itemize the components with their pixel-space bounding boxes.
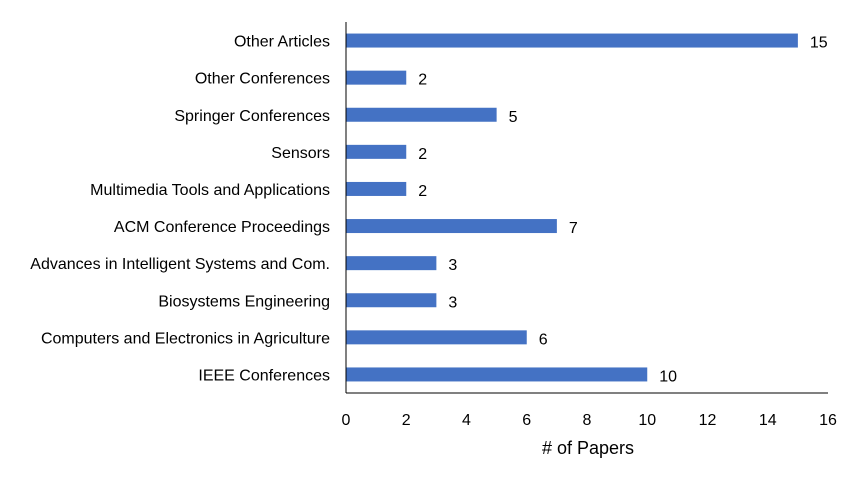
bar: [346, 70, 407, 85]
category-label: Springer Conferences: [174, 108, 330, 125]
bar: [346, 330, 527, 345]
data-label: 10: [659, 368, 677, 385]
data-label: 5: [509, 109, 518, 126]
data-label: 2: [418, 146, 427, 163]
data-label: 7: [569, 220, 578, 237]
bar: [346, 256, 437, 271]
data-label: 3: [448, 257, 457, 274]
category-label: IEEE Conferences: [198, 367, 330, 384]
category-label: Other Articles: [234, 34, 330, 51]
x-tick-label: 6: [522, 412, 531, 429]
bar: [346, 219, 557, 234]
bar: [346, 107, 497, 122]
bar: [346, 181, 407, 196]
bar: [346, 367, 648, 382]
x-tick-label: 10: [638, 412, 656, 429]
x-tick-label: 12: [699, 412, 717, 429]
bar: [346, 33, 798, 48]
category-label: Biosystems Engineering: [158, 293, 330, 310]
category-label: Sensors: [271, 145, 330, 162]
data-label: 3: [448, 294, 457, 311]
x-tick-label: 14: [759, 412, 777, 429]
category-label: Other Conferences: [195, 71, 330, 88]
category-label: Computers and Electronics in Agriculture: [41, 330, 330, 347]
x-axis-ticks: 0 2 4 6 8 10 12 14 16: [342, 412, 837, 429]
x-tick-label: 8: [583, 412, 592, 429]
data-label: 2: [418, 72, 427, 89]
bar: [346, 293, 437, 308]
x-tick-label: 2: [402, 412, 411, 429]
x-axis-title: # of Papers: [542, 438, 634, 458]
x-tick-label: 4: [462, 412, 471, 429]
x-tick-label: 16: [819, 412, 837, 429]
data-label: 2: [418, 183, 427, 200]
data-label: 6: [539, 331, 548, 348]
category-label: Advances in Intelligent Systems and Com.: [30, 256, 330, 273]
category-label: Multimedia Tools and Applications: [90, 182, 330, 199]
bars-layer: Other Articles 15 Other Conferences 2 Spring…: [30, 33, 828, 385]
x-tick-label: 0: [342, 412, 351, 429]
bar: [346, 144, 407, 159]
data-label: 15: [810, 35, 828, 52]
category-label: ACM Conference Proceedings: [114, 219, 330, 236]
